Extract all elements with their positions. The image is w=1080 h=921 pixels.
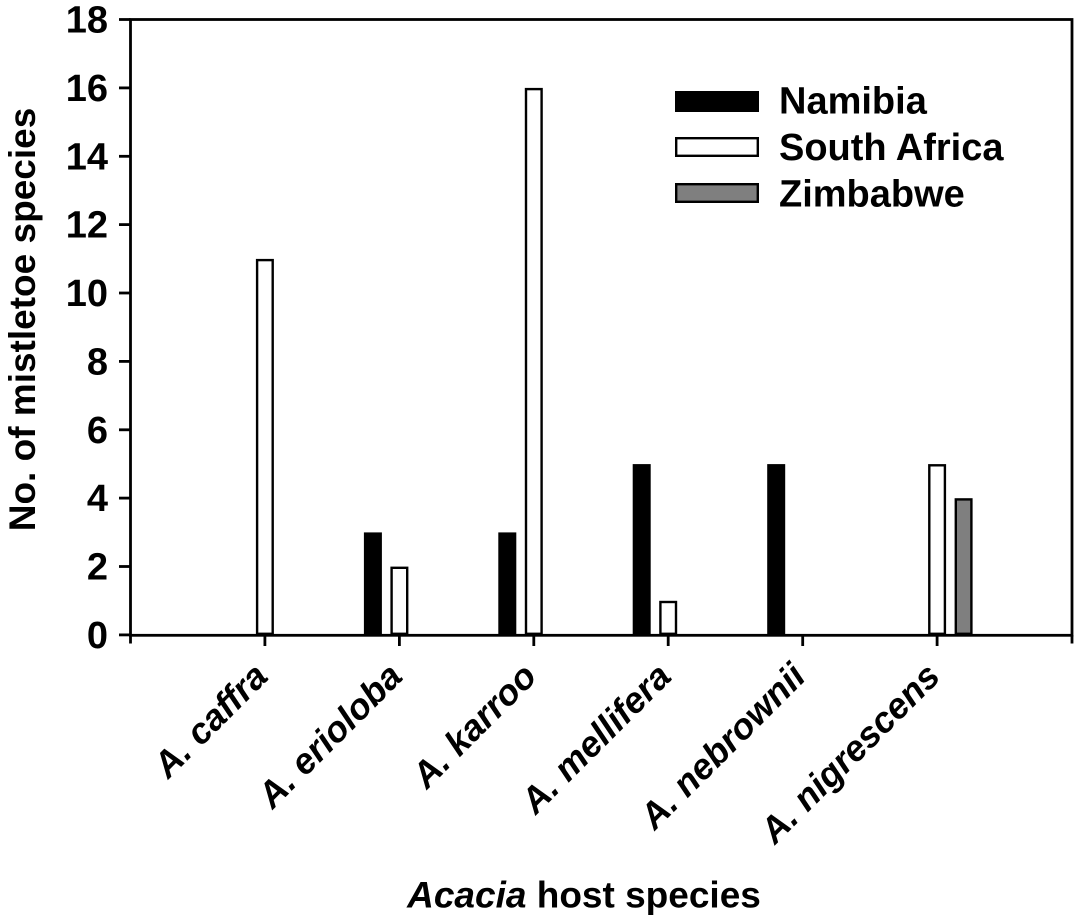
svg-text:Namibia: Namibia	[779, 81, 928, 123]
svg-text:14: 14	[66, 136, 108, 178]
svg-text:8: 8	[87, 341, 108, 383]
svg-text:6: 6	[87, 410, 108, 452]
svg-text:10: 10	[66, 273, 108, 315]
svg-text:2: 2	[87, 547, 108, 589]
svg-text:No. of mistletoe species: No. of mistletoe species	[2, 108, 43, 532]
svg-text:South Africa: South Africa	[779, 127, 1004, 169]
svg-text:12: 12	[66, 205, 108, 247]
svg-text:0: 0	[87, 615, 108, 657]
svg-text:Zimbabwe: Zimbabwe	[779, 174, 965, 216]
svg-text:4: 4	[87, 478, 108, 520]
svg-text:Acacia host species: Acacia host species	[406, 875, 761, 916]
svg-text:18: 18	[66, 0, 108, 42]
svg-text:16: 16	[66, 68, 108, 110]
